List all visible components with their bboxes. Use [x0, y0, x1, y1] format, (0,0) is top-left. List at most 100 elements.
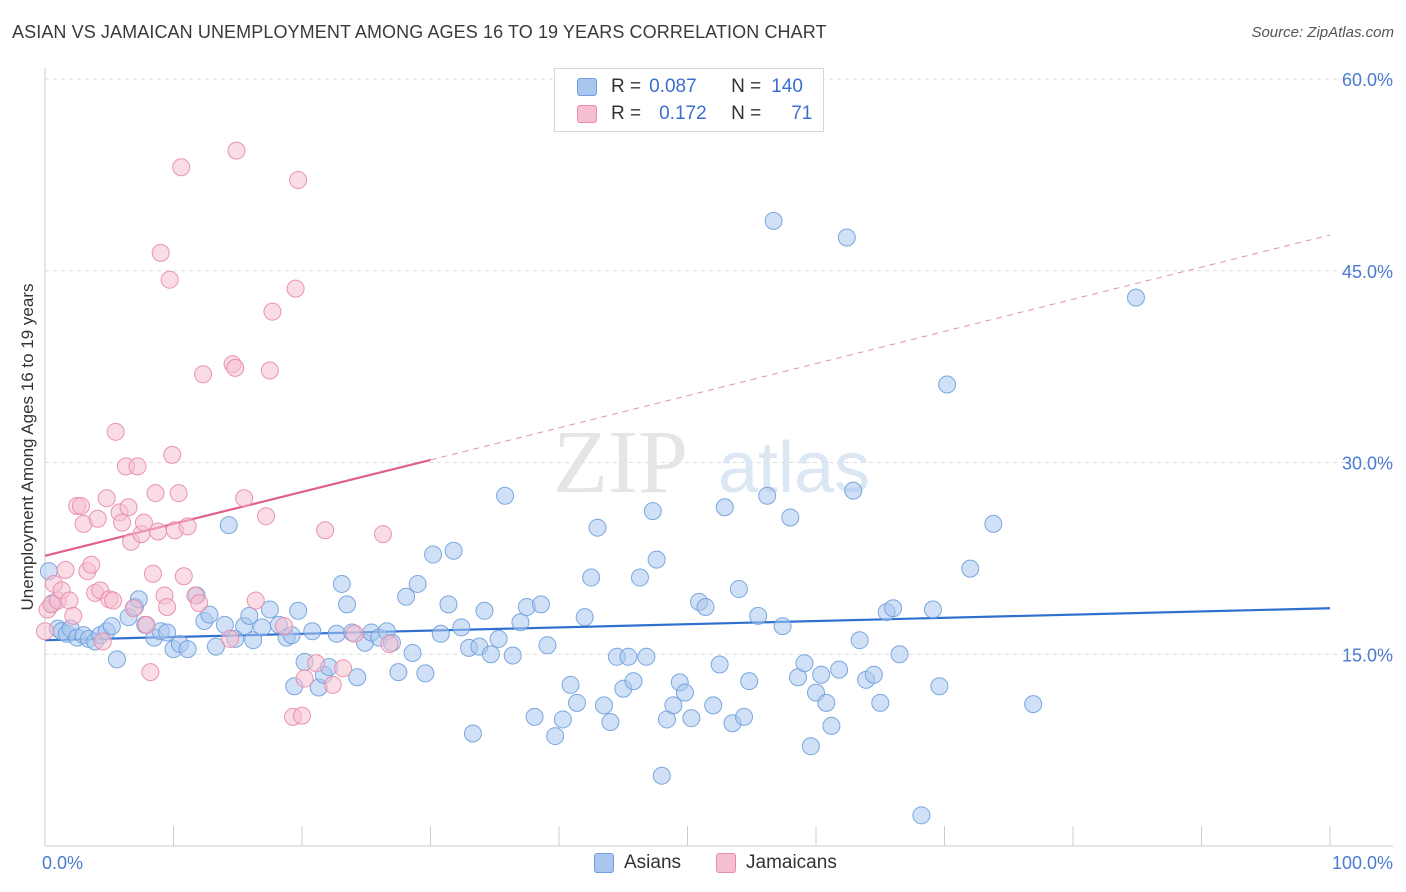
series-asians	[39, 211, 1145, 825]
data-point	[871, 693, 890, 712]
data-point	[200, 605, 219, 624]
data-point	[735, 707, 754, 726]
data-point	[567, 693, 586, 712]
data-point	[553, 710, 572, 729]
data-point	[397, 587, 416, 606]
data-point	[582, 568, 601, 587]
y-tick-label: 45.0%	[1342, 262, 1393, 282]
data-point	[930, 677, 949, 696]
data-point	[637, 647, 656, 666]
data-point	[151, 243, 170, 262]
data-point	[172, 158, 191, 177]
data-point	[143, 564, 162, 583]
y-tick-label: 30.0%	[1342, 454, 1393, 474]
data-point	[253, 618, 272, 637]
data-point	[764, 211, 783, 230]
data-point	[97, 489, 116, 508]
data-points	[36, 141, 1145, 825]
stats-legend: R = 0.087 N = 140 R = 0.172 N = 71	[554, 68, 824, 132]
data-point	[141, 663, 160, 682]
data-point	[289, 601, 308, 620]
jamaican-trend-line	[44, 458, 431, 557]
data-point	[740, 672, 759, 691]
data-point	[675, 683, 694, 702]
data-point	[643, 502, 662, 521]
data-point	[532, 595, 551, 614]
data-point	[938, 375, 957, 394]
data-point	[119, 498, 138, 517]
data-point	[36, 622, 54, 641]
data-point	[403, 643, 422, 662]
n-value: 140	[771, 76, 803, 97]
data-point	[822, 716, 841, 735]
data-point	[190, 594, 209, 613]
data-point	[88, 509, 107, 528]
data-point	[431, 624, 450, 643]
jamaican-swatch	[577, 105, 597, 123]
data-point	[160, 270, 179, 289]
data-point	[489, 629, 508, 648]
data-point	[60, 591, 79, 610]
data-point	[830, 660, 849, 679]
data-point	[647, 550, 666, 569]
data-point	[864, 665, 883, 684]
data-point	[795, 654, 814, 673]
data-point	[496, 486, 515, 505]
series-legend: Asians Jamaicans	[0, 852, 1406, 878]
y-tick-label: 15.0%	[1342, 645, 1393, 665]
legend-row-jamaicans: R = 0.172 N = 71	[555, 100, 812, 128]
data-point	[244, 631, 263, 650]
data-point	[163, 445, 182, 464]
jamaican-trend-extension	[430, 234, 1331, 461]
legend-item-jamaicans: Jamaicans	[716, 852, 837, 874]
data-point	[345, 624, 364, 643]
data-point	[113, 513, 132, 532]
n-value: 71	[791, 103, 813, 124]
grid-lines	[45, 78, 1393, 655]
watermark: ZIP atlas	[553, 413, 870, 512]
data-point	[594, 696, 613, 715]
data-point	[912, 806, 931, 825]
asian-swatch	[594, 853, 614, 873]
data-point	[240, 606, 259, 625]
data-point	[503, 646, 522, 665]
data-point	[444, 541, 463, 560]
watermark-atlas: atlas	[718, 428, 870, 508]
data-point	[275, 617, 294, 636]
data-point	[221, 629, 240, 648]
data-point	[124, 599, 143, 618]
data-point	[817, 693, 836, 712]
data-point	[158, 597, 177, 616]
data-point	[227, 141, 246, 160]
data-point	[293, 706, 311, 725]
data-point	[844, 481, 863, 500]
data-point	[715, 498, 734, 517]
data-point	[303, 622, 322, 641]
data-point	[332, 574, 351, 593]
data-point	[102, 617, 121, 636]
data-point	[575, 608, 594, 627]
data-point	[884, 599, 903, 618]
data-point	[984, 514, 1003, 533]
data-point	[511, 613, 530, 632]
data-point	[206, 637, 225, 656]
data-point	[260, 600, 279, 619]
data-point	[773, 617, 792, 636]
data-point	[961, 559, 980, 578]
data-point	[194, 365, 213, 384]
data-point	[850, 631, 869, 650]
data-point	[286, 279, 305, 298]
data-point	[174, 567, 193, 586]
x-tick-label-min: 0.0%	[42, 853, 83, 873]
data-point	[219, 516, 238, 535]
data-point	[334, 659, 353, 678]
x-tick-label-max: 100.0%	[1332, 853, 1393, 873]
data-point	[424, 545, 443, 564]
r-value: 0.172	[659, 103, 707, 124]
legend-label-asians: Asians	[624, 852, 682, 873]
tick-labels: 15.0% 30.0% 45.0% 60.0% 0.0% 100.0%	[42, 70, 1393, 873]
data-point	[246, 591, 265, 610]
data-point	[289, 170, 308, 189]
asian-swatch	[577, 78, 597, 96]
